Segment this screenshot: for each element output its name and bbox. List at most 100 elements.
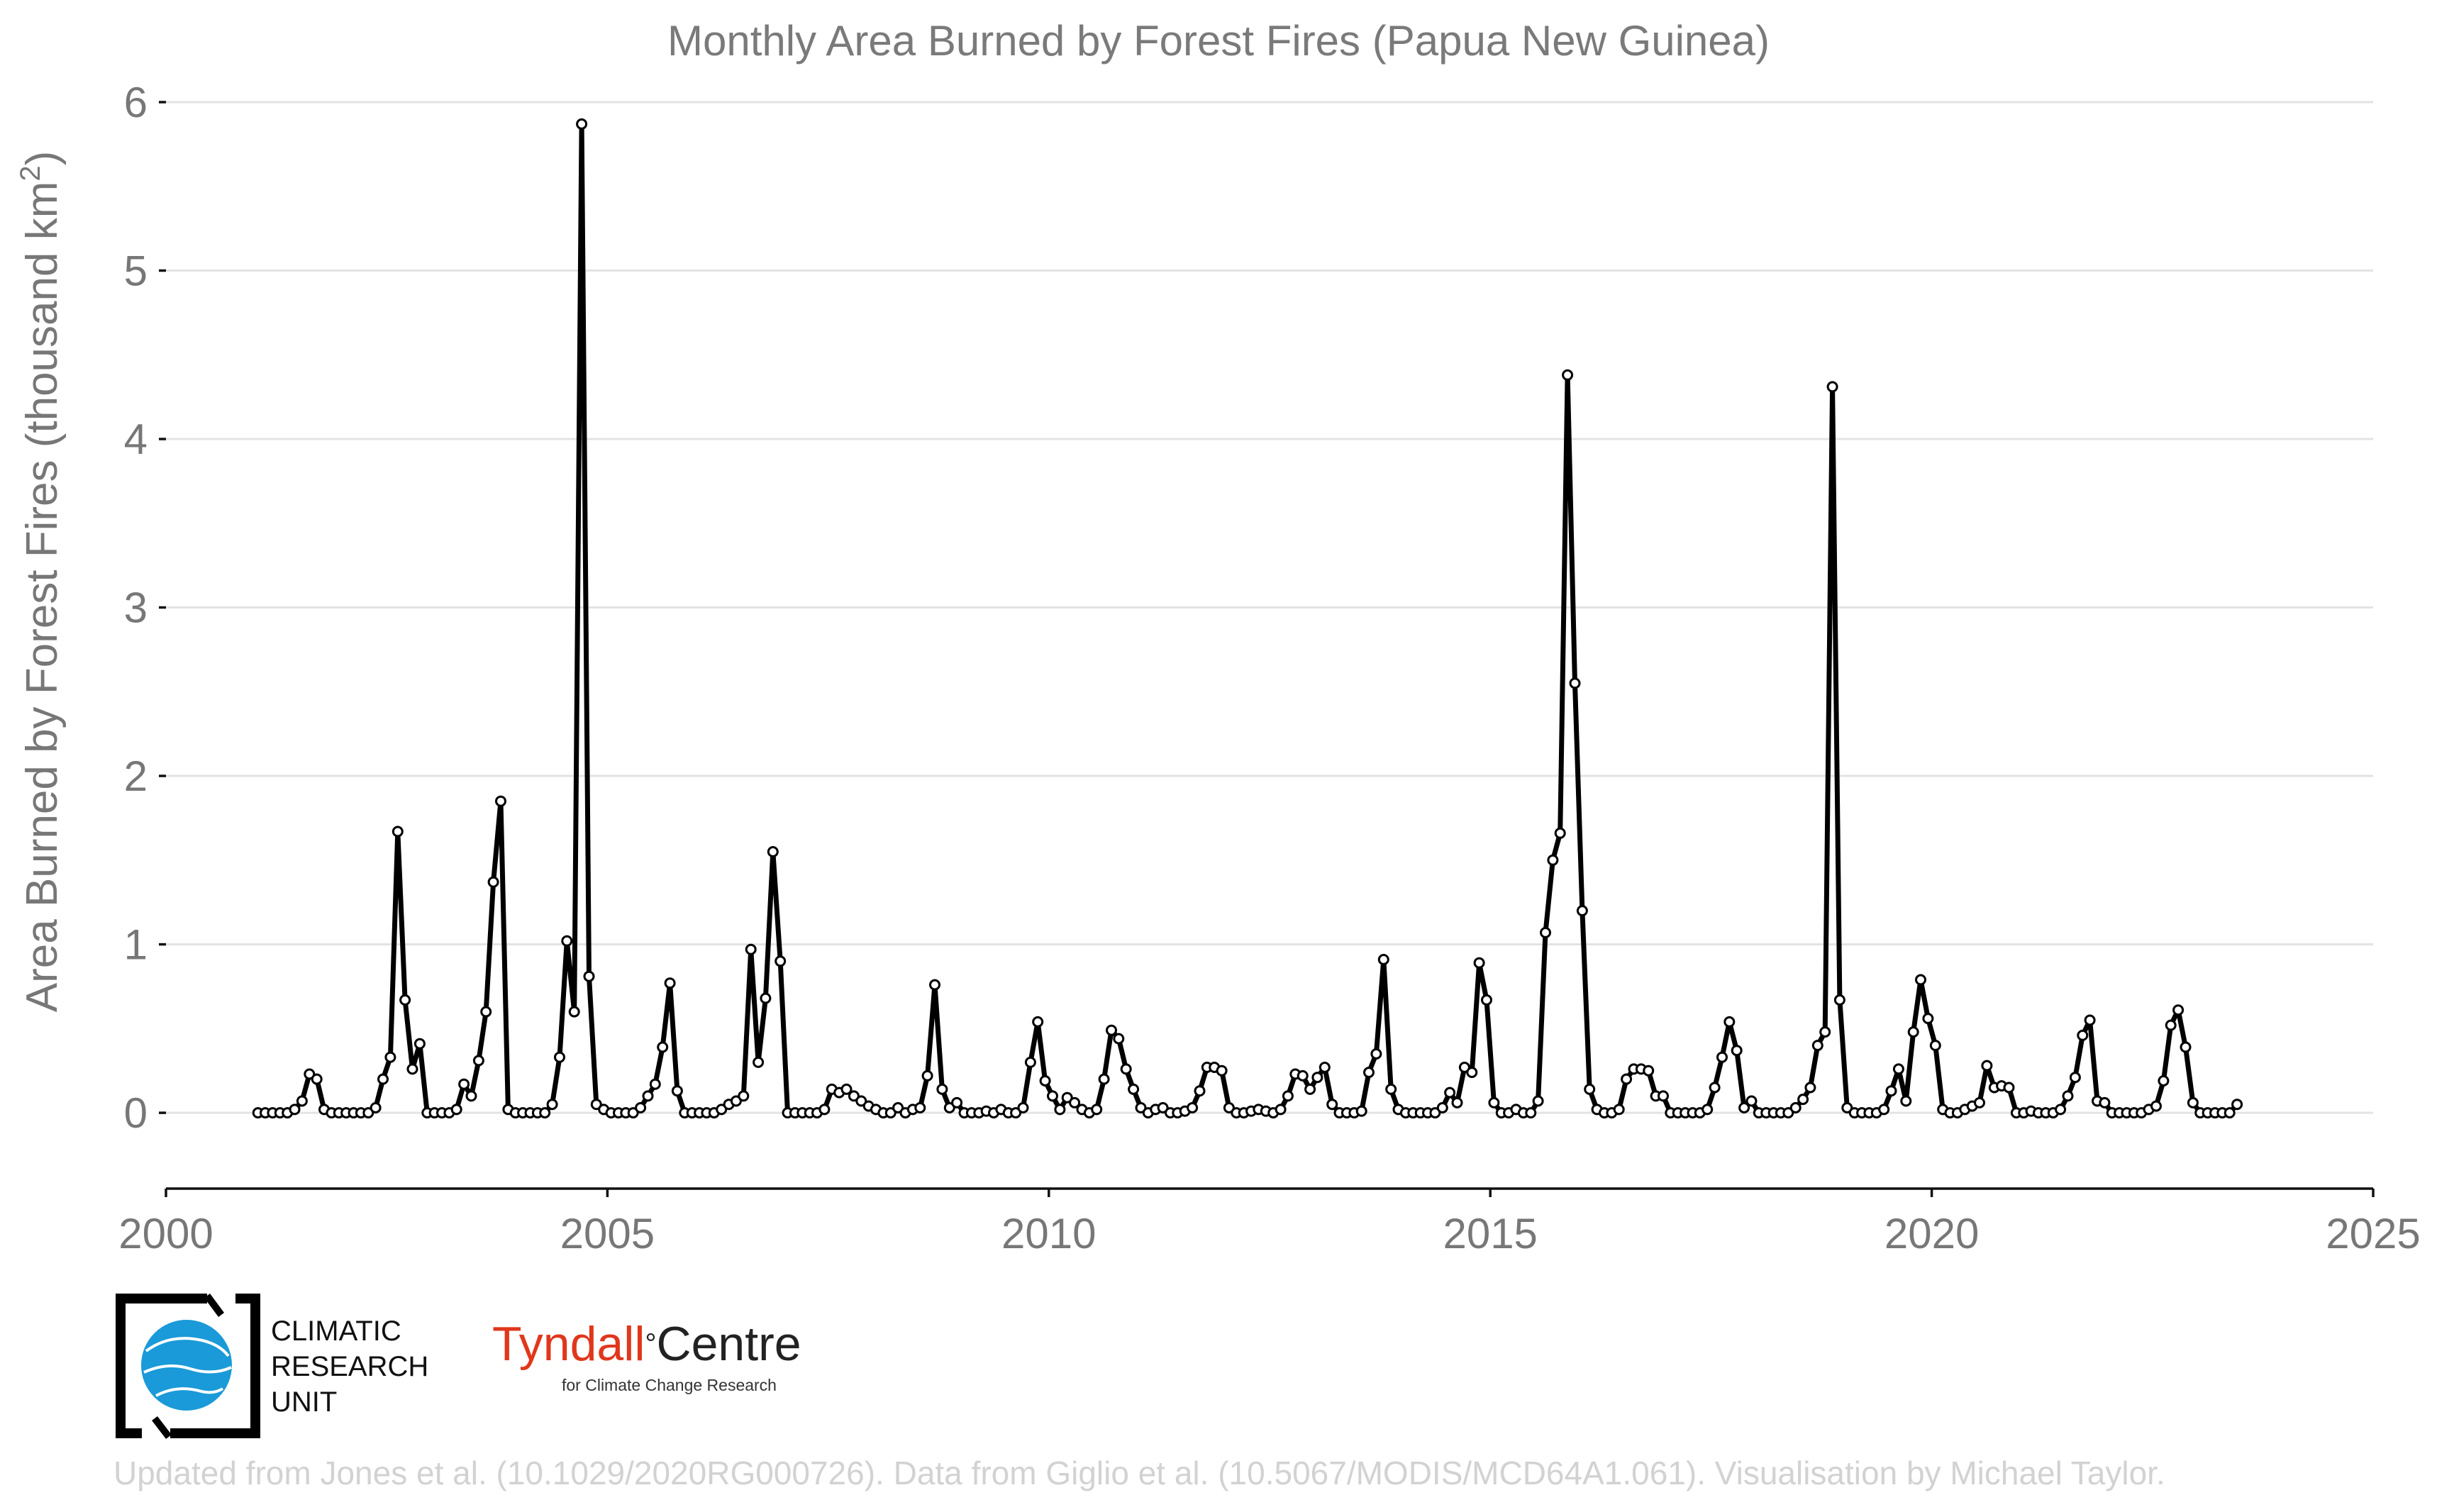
data-point: [936, 1083, 948, 1095]
x-tick-label: 2005: [560, 1210, 655, 1257]
data-point: [1363, 1067, 1375, 1079]
data-point: [590, 1099, 602, 1111]
y-tick-label: 0: [124, 1089, 148, 1137]
data-point: [1731, 1045, 1743, 1057]
data-point: [2180, 1041, 2192, 1053]
data-point: [1157, 1102, 1169, 1113]
data-point: [1569, 677, 1581, 689]
data-point: [1091, 1104, 1103, 1116]
data-point: [951, 1096, 963, 1108]
data-point: [1444, 1086, 1456, 1099]
data-point: [1054, 1104, 1066, 1116]
data-point: [1223, 1102, 1235, 1113]
data-point: [384, 1051, 396, 1063]
data-point: [664, 977, 676, 989]
data-point: [671, 1085, 683, 1097]
data-point: [311, 1073, 323, 1085]
y-tick-label: 1: [124, 921, 148, 969]
data-point: [738, 1090, 750, 1102]
data-point: [539, 1107, 551, 1119]
data-point: [1481, 994, 1492, 1006]
data-point: [1892, 1063, 1904, 1075]
y-axis-label-text: Area Burned by Forest Fires (thousand km: [18, 182, 67, 1013]
data-point: [1900, 1095, 1912, 1107]
data-point: [2165, 1019, 2177, 1031]
data-point: [406, 1063, 418, 1075]
data-point: [1355, 1105, 1367, 1117]
data-point: [1811, 1040, 1823, 1052]
data-point: [2099, 1096, 2111, 1108]
data-point: [1709, 1082, 1721, 1094]
data-point: [2172, 1004, 2185, 1016]
data-point: [1061, 1091, 1073, 1104]
data-point: [458, 1078, 470, 1090]
data-point: [1929, 1040, 1941, 1052]
data-point: [855, 1095, 867, 1107]
x-tick-label: 2010: [1001, 1210, 1096, 1257]
tyndall-subtitle: for Climate Change Research: [562, 1376, 777, 1394]
data-point: [1915, 974, 1926, 986]
data-point: [1319, 1062, 1331, 1073]
data-point: [1106, 1024, 1117, 1036]
data-point: [1833, 994, 1845, 1006]
data-point: [1385, 1083, 1397, 1095]
data-point: [1488, 1096, 1500, 1108]
data-point: [635, 1102, 647, 1113]
data-point: [1981, 1060, 1993, 1072]
data-point: [1702, 1104, 1714, 1116]
data-point: [399, 994, 411, 1006]
data-point: [1716, 1051, 1728, 1063]
data-point: [649, 1078, 661, 1090]
data-point: [1128, 1083, 1140, 1095]
data-point: [848, 1090, 860, 1102]
data-point: [1135, 1102, 1147, 1113]
data-point: [1216, 1064, 1228, 1077]
chart-title: Monthly Area Burned by Forest Fires (Pap…: [667, 17, 1770, 65]
data-point: [642, 1090, 654, 1102]
data-point: [818, 1104, 831, 1116]
data-point: [480, 1006, 492, 1018]
data-point: [884, 1107, 896, 1119]
data-point: [1326, 1099, 1338, 1111]
data-point: [1658, 1090, 1669, 1102]
data-point: [1841, 1102, 1853, 1113]
data-point: [775, 955, 787, 967]
data-point: [1532, 1095, 1544, 1107]
y-axis-label-superscript: 2: [15, 165, 46, 181]
data-point: [1039, 1075, 1051, 1086]
x-tick-label: 2020: [1884, 1210, 1979, 1257]
data-point: [1451, 1096, 1463, 1108]
data-point: [921, 1069, 933, 1082]
data-point: [716, 1104, 728, 1116]
tyndall-degree: °: [645, 1328, 657, 1360]
x-axis: 2000 2005 2010 2015 2020 2025: [118, 1187, 2421, 1257]
data-point: [1436, 1102, 1448, 1113]
data-point: [1885, 1085, 1897, 1097]
data-point: [1017, 1102, 1029, 1113]
data-point: [1907, 1026, 1919, 1038]
data-point: [450, 1104, 462, 1116]
data-point: [1024, 1056, 1036, 1068]
data-point: [296, 1095, 308, 1107]
data-point: [2062, 1090, 2074, 1102]
data-point: [2158, 1075, 2170, 1086]
data-point: [1120, 1063, 1132, 1075]
tyndall-name: Tyndall: [492, 1317, 645, 1371]
data-point: [1032, 1016, 1044, 1028]
data-point: [914, 1102, 926, 1113]
data-point: [840, 1083, 853, 1095]
series-line: [257, 121, 2239, 1116]
y-tick-label: 6: [124, 79, 148, 126]
gridlines: [166, 101, 2373, 1114]
tyndall-logo: Tyndall°Centre: [492, 1319, 801, 1369]
data-point: [392, 826, 404, 838]
data-point: [2055, 1104, 2067, 1116]
cru-logo-icon: [116, 1287, 260, 1444]
data-point: [2084, 1014, 2096, 1026]
data-point: [487, 876, 499, 888]
data-point: [943, 1102, 955, 1113]
data-point: [1540, 927, 1551, 938]
data-point: [576, 118, 588, 130]
data-point: [1304, 1083, 1316, 1095]
